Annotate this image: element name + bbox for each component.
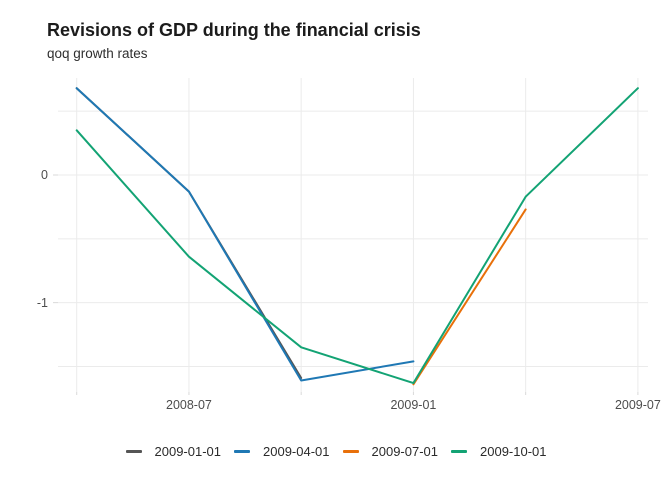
chart-subtitle: qoq growth rates (47, 46, 148, 61)
series-line-2009-04-01 (75, 87, 415, 382)
chart-title: Revisions of GDP during the financial cr… (47, 20, 421, 40)
legend-key-line (342, 450, 359, 453)
legend-item-label: 2009-07-01 (371, 444, 439, 459)
x-tick-label: 2009-07 (614, 398, 661, 412)
legend-item-2009-01-01: 2009-01-01 (125, 444, 222, 459)
legend-item-label: 2009-10-01 (480, 444, 547, 459)
x-tick-label: 2009-01 (390, 398, 437, 412)
x-tick-label: 2008-07 (166, 398, 212, 412)
legend-key-line (234, 450, 250, 453)
legend-item-label: 2009-04-01 (263, 444, 330, 459)
legend-item-2009-10-01: 2009-10-01 (451, 444, 547, 459)
legend-item-label: 2009-01-01 (154, 444, 222, 459)
series-line-2009-07-01 (412, 208, 527, 386)
series-line-2009-10-01 (75, 87, 639, 385)
y-tick-label: -1 (36, 295, 48, 310)
legend-key-line (125, 450, 142, 453)
legend-item-2009-04-01: 2009-04-01 (234, 444, 330, 459)
legend-item-2009-07-01: 2009-07-01 (342, 444, 439, 459)
y-tick-label: 0 (41, 168, 48, 182)
legend: 2009-01-01 2009-04-01 2009-07-01 2009-10-01 (0, 444, 672, 459)
legend-key-line (451, 450, 467, 453)
